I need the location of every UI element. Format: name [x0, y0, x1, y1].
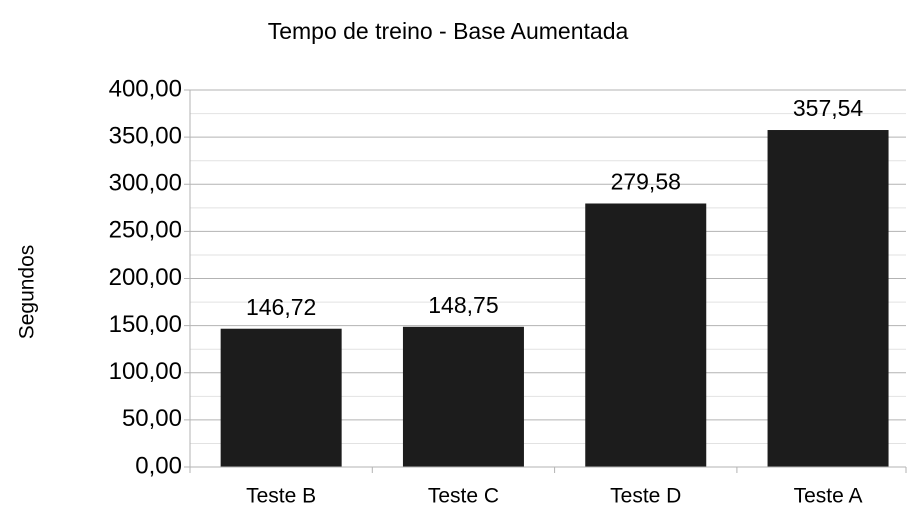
y-tick-label: 100,00	[109, 358, 182, 385]
bar	[767, 130, 889, 467]
x-tick-label: Teste C	[428, 485, 499, 508]
bar	[585, 203, 707, 467]
y-tick-label: 400,00	[109, 75, 182, 102]
bar	[220, 328, 342, 467]
value-label: 357,54	[793, 95, 864, 121]
y-tick-label: 350,00	[109, 122, 182, 149]
chart-title: Tempo de treino - Base Aumentada	[268, 18, 629, 44]
value-label: 279,58	[611, 169, 681, 195]
bar	[402, 326, 524, 467]
value-label: 146,72	[246, 294, 316, 320]
y-tick-label: 250,00	[109, 217, 182, 244]
y-tick-label: 0,00	[135, 452, 182, 479]
y-tick-label: 300,00	[109, 170, 182, 197]
x-tick-label: Teste B	[246, 485, 316, 508]
y-tick-label: 150,00	[109, 311, 182, 338]
x-tick-label: Teste A	[794, 485, 863, 508]
x-tick-label: Teste D	[610, 485, 681, 508]
value-label: 148,75	[428, 292, 498, 318]
y-tick-label: 200,00	[109, 264, 182, 291]
y-axis-label: Segundos	[16, 245, 39, 340]
y-tick-label: 50,00	[122, 405, 182, 432]
